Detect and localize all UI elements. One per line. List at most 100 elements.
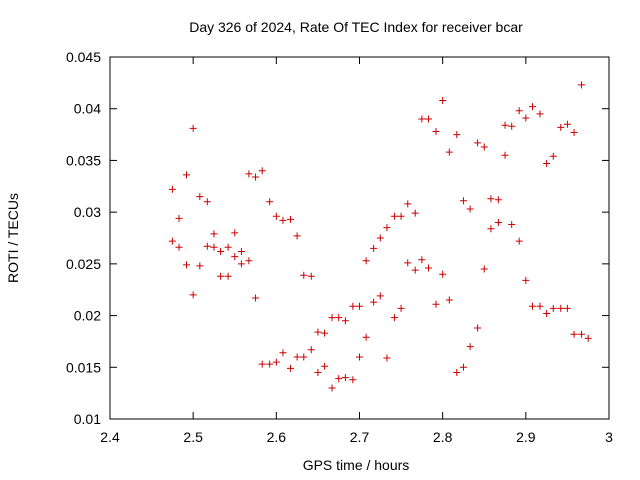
data-point-46 [328,314,336,322]
data-point-17 [224,272,232,280]
data-point-4 [183,171,191,179]
data-point-48 [335,314,343,322]
data-point-89 [474,324,482,332]
data-point-43 [314,368,322,376]
data-point-81 [445,296,453,304]
y-tick-label-6: 0.04 [74,101,101,117]
data-point-53 [349,376,357,384]
data-point-85 [459,363,467,371]
data-point-96 [501,121,509,129]
data-point-9 [196,262,204,270]
y-axis: 0.01 0.015 0.02 0.025 0.03 0.035 0.04 0.045 [66,49,609,427]
x-tick-label-6: 3 [605,429,613,445]
data-point-35 [286,364,294,372]
y-tick-label-3: 0.025 [66,256,101,272]
data-point-37 [293,353,301,361]
data-point-38 [300,271,308,279]
data-point-57 [362,333,370,341]
data-point-8 [196,193,204,201]
data-point-103 [522,276,530,284]
data-point-30 [272,212,280,220]
data-point-113 [557,304,565,312]
data-point-41 [307,346,315,354]
data-point-94 [494,196,502,204]
data-point-112 [557,123,565,131]
data-point-51 [341,374,349,382]
data-point-95 [494,218,502,226]
data-point-71 [411,266,419,274]
data-point-119 [578,330,586,338]
data-point-65 [390,314,398,322]
data-point-83 [453,368,461,376]
data-point-50 [341,317,349,325]
y-axis-label: ROTI / TECUs [5,193,21,283]
data-point-63 [383,354,391,362]
data-point-13 [210,243,218,251]
data-point-3 [175,243,183,251]
data-point-86 [466,205,474,213]
data-point-18 [231,229,239,237]
data-point-22 [245,170,253,178]
data-point-101 [515,237,523,245]
data-point-102 [522,114,530,122]
data-point-27 [258,360,266,368]
x-tick-label-4: 2.8 [433,429,453,445]
data-point-1 [168,237,176,245]
data-point-56 [362,257,370,265]
data-point-117 [570,330,578,338]
data-point-84 [459,197,467,205]
data-point-87 [466,343,474,351]
y-tick-label-7: 0.045 [66,49,101,65]
data-point-106 [536,110,544,118]
data-point-15 [217,272,225,280]
data-point-61 [376,292,384,300]
data-point-72 [418,115,426,123]
data-point-7 [189,291,197,299]
data-point-91 [480,265,488,273]
data-points [168,81,592,392]
data-point-54 [356,302,363,310]
data-point-80 [445,148,453,156]
data-point-12 [210,230,218,238]
data-point-82 [453,131,461,139]
x-tick-label-3: 2.7 [350,429,370,445]
data-point-98 [508,122,516,130]
data-point-90 [480,143,488,151]
data-point-110 [549,152,557,160]
data-point-44 [321,329,329,337]
x-tick-label-5: 2.9 [516,429,536,445]
data-point-97 [501,151,509,159]
data-point-21 [237,260,245,268]
data-point-78 [439,96,447,104]
data-point-77 [432,300,440,308]
data-point-75 [425,264,433,272]
data-point-104 [528,103,536,111]
data-point-105 [528,302,536,310]
y-tick-label-4: 0.03 [74,204,101,220]
data-point-66 [397,212,405,220]
data-point-76 [432,127,440,135]
data-point-49 [335,375,343,383]
x-axis: 2.4 2.5 2.6 2.7 2.8 2.9 3 [100,57,613,445]
chart-title: Day 326 of 2024, Rate Of TEC Index for r… [189,19,523,35]
data-point-111 [549,304,557,312]
data-point-39 [300,353,308,361]
data-point-67 [397,304,405,312]
data-point-68 [404,200,412,208]
x-tick-label-0: 2.4 [100,429,120,445]
data-point-40 [307,272,315,280]
plot-frame [109,56,610,420]
x-axis-label: GPS time / hours [303,457,410,473]
y-tick-label-5: 0.035 [66,152,101,168]
data-point-19 [231,253,239,261]
data-point-58 [370,244,378,252]
data-point-5 [183,261,191,269]
data-point-42 [314,328,322,336]
data-point-25 [252,294,260,302]
data-point-107 [536,302,544,310]
data-point-114 [563,120,571,128]
data-point-120 [584,334,592,342]
data-point-23 [245,257,253,265]
data-point-28 [266,198,274,206]
data-point-32 [279,216,287,224]
